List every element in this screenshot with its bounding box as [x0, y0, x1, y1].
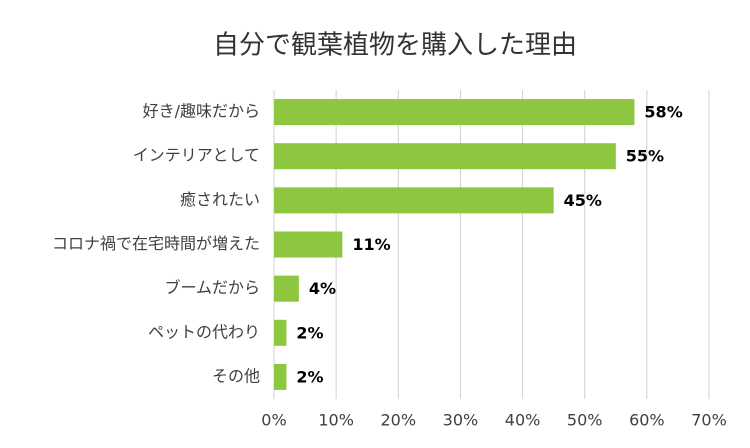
- x-tick-label: 10%: [318, 411, 354, 430]
- data-label: 2%: [296, 323, 323, 342]
- chart-title: 自分で観葉植物を購入した理由: [213, 31, 577, 61]
- y-tick-label: ペットの代わり: [148, 322, 260, 341]
- y-tick-label: 癒されたい: [180, 190, 260, 209]
- x-tick-label: 0%: [261, 411, 286, 430]
- bar: [274, 231, 343, 258]
- y-tick-label: その他: [212, 366, 260, 385]
- data-label: 2%: [296, 367, 323, 386]
- y-tick-label: インテリアとして: [133, 146, 260, 165]
- x-tick-label: 40%: [505, 411, 541, 430]
- x-tick-label: 60%: [629, 411, 665, 430]
- x-tick-label: 30%: [443, 411, 479, 430]
- data-label: 45%: [564, 191, 602, 210]
- y-tick-label: 好き/趣味だから: [143, 102, 260, 121]
- data-label: 4%: [309, 279, 336, 298]
- x-tick-label: 70%: [691, 411, 727, 430]
- y-tick-label: コロナ禍で在宅時間が増えた: [52, 234, 260, 253]
- bar: [274, 187, 554, 214]
- bar: [274, 363, 287, 390]
- bar: [274, 143, 616, 170]
- data-label: 55%: [626, 147, 664, 166]
- bar: [274, 275, 299, 302]
- bar: [274, 319, 287, 346]
- bar: [274, 99, 635, 126]
- x-tick-label: 50%: [567, 411, 603, 430]
- x-tick-label: 20%: [381, 411, 417, 430]
- data-label: 11%: [352, 235, 390, 254]
- data-label: 58%: [644, 103, 682, 122]
- y-tick-label: ブームだから: [164, 278, 260, 297]
